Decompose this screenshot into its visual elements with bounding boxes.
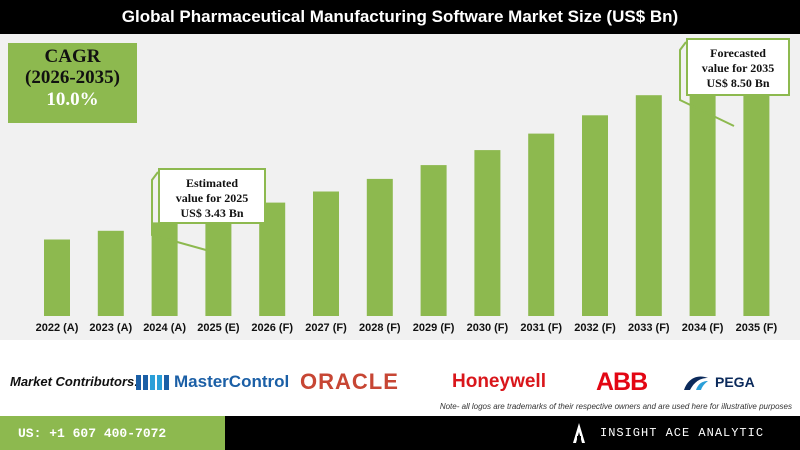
estimated-callout-leader (151, 171, 207, 251)
x-tick-label: 2032 (F) (574, 322, 616, 334)
x-tick-label: 2028 (F) (359, 322, 401, 334)
contributors-label: Market Contributors: (10, 374, 139, 389)
honeywell-logo-text: Honeywell (452, 371, 546, 392)
x-tick-label: 2023 (A) (89, 322, 132, 334)
insightace-logo-icon (573, 423, 585, 443)
bar-2025 (205, 213, 232, 316)
mastercontrol-mark-icon (136, 375, 169, 390)
x-tick-label: 2031 (F) (520, 322, 562, 334)
bar-2029 (420, 165, 447, 316)
mastercontrol-logo: MasterControl (136, 366, 289, 398)
honeywell-logo: Honeywell (452, 366, 546, 398)
x-tick-label: 2024 (A) (143, 322, 186, 334)
chart-title: Global Pharmaceutical Manufacturing Soft… (0, 0, 800, 34)
x-tick-label: 2027 (F) (305, 322, 347, 334)
forecasted-callout-line-1: Forecasted (710, 46, 766, 60)
bar-2030 (474, 150, 501, 316)
oracle-logo: ORACLE (300, 366, 399, 398)
cagr-label: CAGR (44, 46, 101, 67)
mastercontrol-logo-text: MasterControl (174, 372, 290, 391)
x-tick-label: 2022 (A) (36, 322, 79, 334)
contributors-bar (0, 362, 800, 406)
x-tick-label: 2035 (F) (736, 322, 778, 334)
bar-2031 (528, 133, 555, 316)
bar-2034 (689, 73, 716, 316)
estimated-callout-line-3: US$ 3.43 Bn (180, 206, 244, 220)
bar-chart: 2022 (A) 2023 (A) 2024 (A) 2025 (E) 2026 (F)… (36, 41, 778, 334)
x-tick-label: 2026 (F) (251, 322, 293, 334)
bar-2035 (743, 61, 770, 316)
pega-logo: PEGA (682, 366, 755, 398)
cagr-box: CAGR (2026-2035) 10.0% (8, 43, 137, 123)
trademark-note: Note- all logos are trademarks of their … (439, 402, 792, 411)
forecasted-callout-line-2: value for 2035 (701, 61, 775, 75)
brand-name: INSIGHT ACE ANALYTIC (600, 426, 765, 440)
pega-logo-text: PEGA (715, 374, 755, 390)
estimated-callout-line-2: value for 2025 (175, 191, 249, 205)
estimated-callout: Estimated value for 2025 US$ 3.43 Bn (158, 168, 266, 224)
bar-2023 (97, 230, 124, 316)
x-tick-label: 2034 (F) (682, 322, 724, 334)
bar-2032 (582, 115, 608, 316)
forecasted-callout-line-3: US$ 8.50 Bn (706, 76, 770, 90)
bar-2027 (313, 191, 339, 316)
x-tick-label: 2029 (F) (413, 322, 455, 334)
bar-2033 (635, 95, 662, 316)
x-tick-label: 2030 (F) (467, 322, 509, 334)
abb-logo-text: ABB (596, 367, 648, 396)
forecasted-callout-leader (679, 41, 735, 127)
oracle-logo-text: ORACLE (300, 369, 399, 394)
forecasted-callout: Forecasted value for 2035 US$ 8.50 Bn (686, 38, 790, 96)
cagr-range: (2026-2035) (25, 67, 120, 88)
brand: INSIGHT ACE ANALYTIC (572, 416, 764, 450)
bar-2022 (44, 239, 70, 316)
x-tick-label: 2025 (E) (197, 322, 240, 334)
bar-2028 (366, 178, 393, 316)
estimated-callout-line-1: Estimated (186, 176, 238, 190)
x-tick-label: 2033 (F) (628, 322, 670, 334)
abb-logo: ABB (596, 366, 648, 398)
cagr-value: 10.0% (46, 89, 99, 110)
phone-number: US: +1 607 400-7072 (0, 416, 225, 450)
pega-mark-icon (684, 376, 708, 390)
